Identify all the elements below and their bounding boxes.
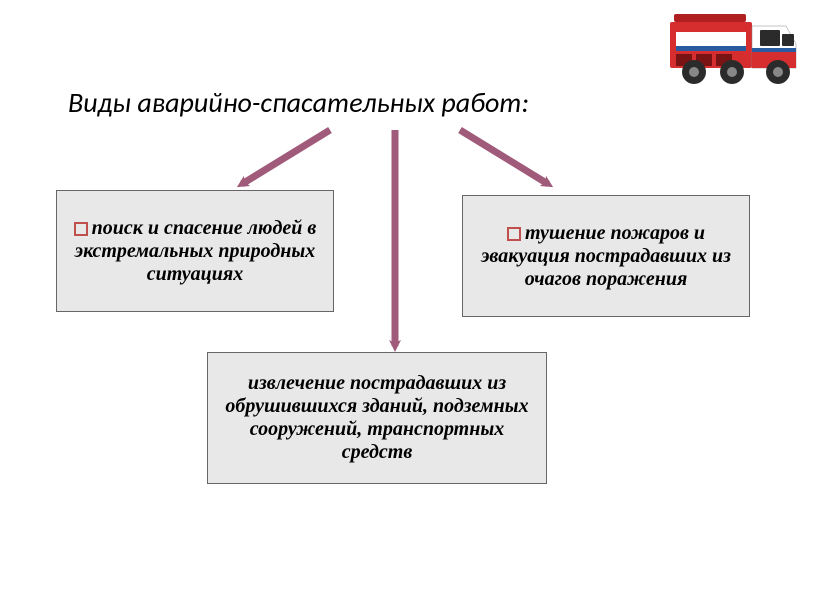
box-extract-victims: извлечение пострадавших из обрушившихся … [207,352,547,484]
bullet-icon [74,222,88,236]
bullet-icon [507,227,521,241]
arrow-right [460,130,548,184]
box-search-rescue: поиск и спасение людей в экстремальных п… [56,190,334,312]
box-right-content: тушение пожаров и эвакуация пострадавших… [475,222,737,291]
box-left-text: поиск и спасение людей в экстремальных п… [75,217,317,285]
fire-truck-icon [668,4,808,93]
page-title: Виды аварийно-спасательных работ: [68,85,529,120]
box-bottom-text: извлечение пострадавших из обрушившихся … [220,372,534,464]
box-left-content: поиск и спасение людей в экстремальных п… [69,217,321,286]
box-fire-evacuation: тушение пожаров и эвакуация пострадавших… [462,195,750,317]
arrow-left [242,130,330,184]
